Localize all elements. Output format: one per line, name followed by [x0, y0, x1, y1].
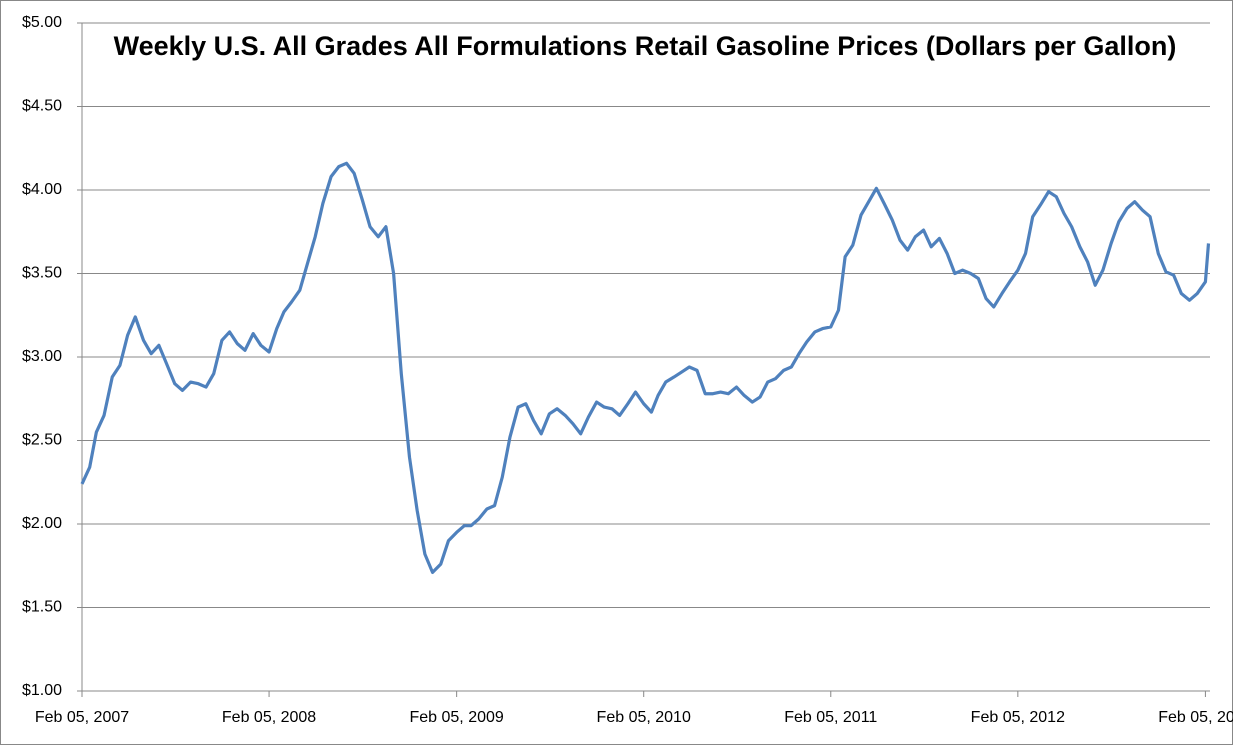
y-tick-label: $4.00	[22, 181, 62, 198]
x-tick-label: Feb 05, 2011	[784, 709, 877, 726]
y-tick-label: $3.00	[22, 348, 62, 365]
x-tick-label: Feb 05, 2008	[222, 709, 316, 726]
plot	[80, 161, 1211, 575]
y-tick-label: $2.00	[22, 515, 62, 532]
data-line	[80, 161, 1211, 575]
x-tick-label: Feb 05, 2013	[1158, 709, 1233, 726]
y-tick-label: $1.50	[22, 599, 62, 616]
x-tick-label: Feb 05, 2009	[409, 709, 503, 726]
grid	[77, 22, 1210, 697]
chart-title: Weekly U.S. All Grades All Formulations …	[114, 31, 1177, 61]
x-tick-label: Feb 05, 2007	[35, 709, 129, 726]
x-tick-label: Feb 05, 2012	[971, 709, 1065, 726]
x-tick-label: Feb 05, 2010	[597, 709, 691, 726]
y-tick-label: $1.00	[22, 682, 62, 699]
y-tick-label: $3.50	[22, 265, 62, 282]
y-tick-label: $5.00	[22, 14, 62, 31]
y-tick-label: $4.50	[22, 98, 62, 115]
y-tick-label: $2.50	[22, 432, 62, 449]
